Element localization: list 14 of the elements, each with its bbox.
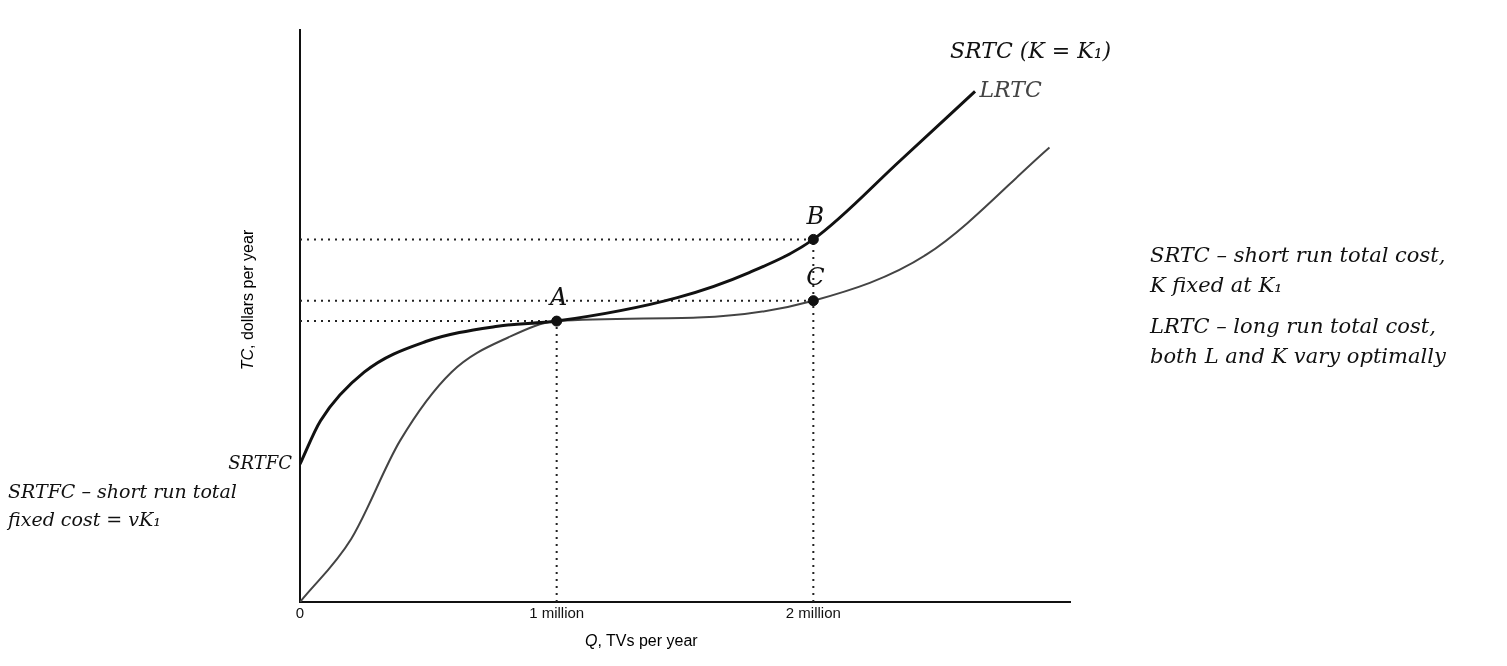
text: LRTC bbox=[978, 77, 1042, 103]
text: LRTC – long run total cost, both L and K vary optimally bbox=[1150, 312, 1447, 371]
text: SRTC – short run total cost, K fixed at K₁ bbox=[1150, 242, 1447, 300]
x-tick-label: 1 million bbox=[529, 604, 585, 622]
x-tick-label: 0 bbox=[295, 604, 305, 622]
x-tick-label: 2 million bbox=[785, 604, 841, 622]
text: SRTFC – short run total fixed cost = vK₁ bbox=[8, 479, 238, 532]
series-label: SRTC (K = K₁) bbox=[950, 38, 1112, 63]
annotation: A bbox=[547, 283, 568, 312]
annotation: SRTFC bbox=[228, 451, 293, 473]
annotation: B bbox=[805, 201, 825, 230]
y-axis-title: TC, dollars per year bbox=[239, 229, 257, 371]
x-axis-title: Q, TVs per year bbox=[585, 632, 698, 650]
annotation: C bbox=[806, 262, 825, 291]
